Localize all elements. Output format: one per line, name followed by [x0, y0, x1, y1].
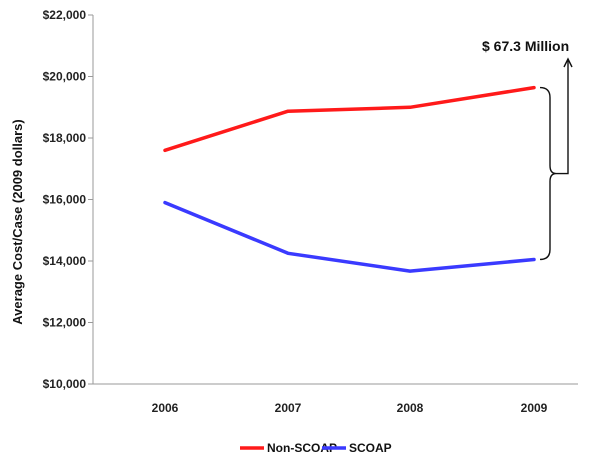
y-tick-label: $22,000: [43, 8, 87, 22]
legend-label: Non-SCOAP: [267, 441, 337, 455]
chart-axes: [92, 15, 578, 385]
legend-label: SCOAP: [349, 441, 392, 455]
series-lines: [163, 85, 536, 273]
x-tick-label: 2008: [397, 401, 424, 415]
chart-legend: Non-SCOAP SCOAP: [240, 441, 392, 455]
series-line-non-scoap: [163, 85, 536, 153]
y-tick-label: $14,000: [43, 254, 87, 268]
arrow-head: [563, 57, 573, 68]
y-tick-label: $20,000: [43, 70, 87, 84]
x-axis-ticks: 2006 2007 2008 2009: [152, 401, 548, 415]
y-tick-label: $16,000: [43, 193, 87, 207]
x-tick-label: 2007: [275, 401, 302, 415]
curly-brace: [539, 86, 557, 261]
y-axis-title: Average Cost/Case (2009 dollars): [10, 119, 25, 324]
y-tick-label: $18,000: [43, 131, 87, 145]
difference-annotation: $ 67.3 Million: [482, 38, 569, 54]
y-tick-label: $12,000: [43, 316, 87, 330]
series-line-scoap: [163, 200, 536, 273]
y-axis-ticks: $10,000 $12,000 $14,000 $16,000 $18,000 $20,0…: [43, 8, 93, 391]
annotation-arrow: [556, 60, 569, 175]
x-tick-label: 2006: [152, 401, 179, 415]
y-tick-label: $10,000: [43, 377, 87, 391]
difference-brace: [539, 57, 573, 261]
x-tick-label: 2009: [521, 401, 548, 415]
